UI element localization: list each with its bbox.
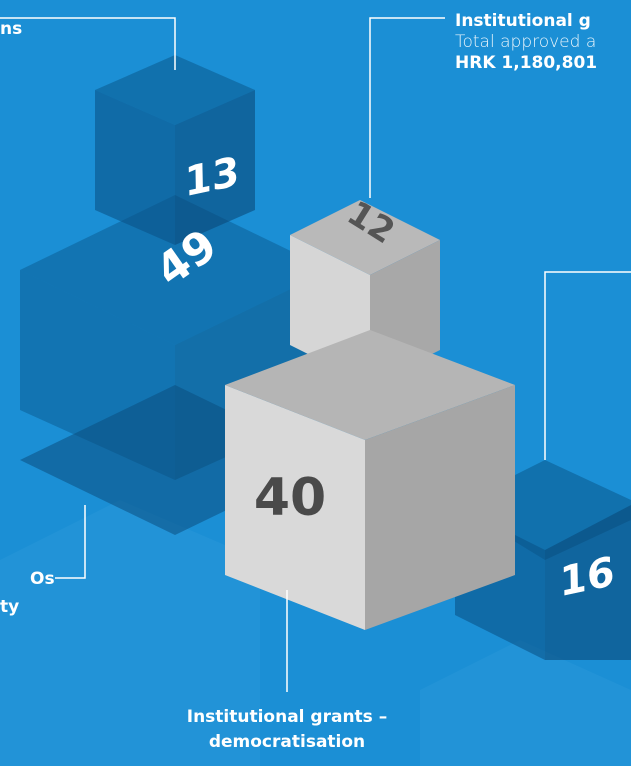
cube-number: 16 bbox=[555, 549, 619, 606]
cube-16 bbox=[455, 460, 631, 660]
callout-title: Os bbox=[30, 569, 55, 589]
bg-shape bbox=[0, 500, 260, 766]
leader-line bbox=[369, 17, 445, 198]
callout-title: ns bbox=[0, 19, 22, 39]
callout-title: Institutional g bbox=[455, 11, 591, 31]
callout-title: ty bbox=[0, 597, 19, 617]
bg-shape bbox=[420, 640, 631, 766]
leader-line bbox=[544, 271, 631, 460]
callout-title: Institutional grants – bbox=[187, 707, 387, 727]
leader-line bbox=[0, 17, 176, 70]
callout-value: HRK 1,180,801 bbox=[455, 53, 597, 73]
cube-number: 13 bbox=[180, 149, 244, 206]
cube-40 bbox=[225, 330, 515, 630]
cube-number: 40 bbox=[254, 468, 326, 528]
callout-text: Total approved a bbox=[455, 32, 596, 52]
leader-line bbox=[55, 505, 86, 579]
cube-13 bbox=[95, 55, 255, 245]
callout-title: democratisation bbox=[209, 732, 365, 752]
